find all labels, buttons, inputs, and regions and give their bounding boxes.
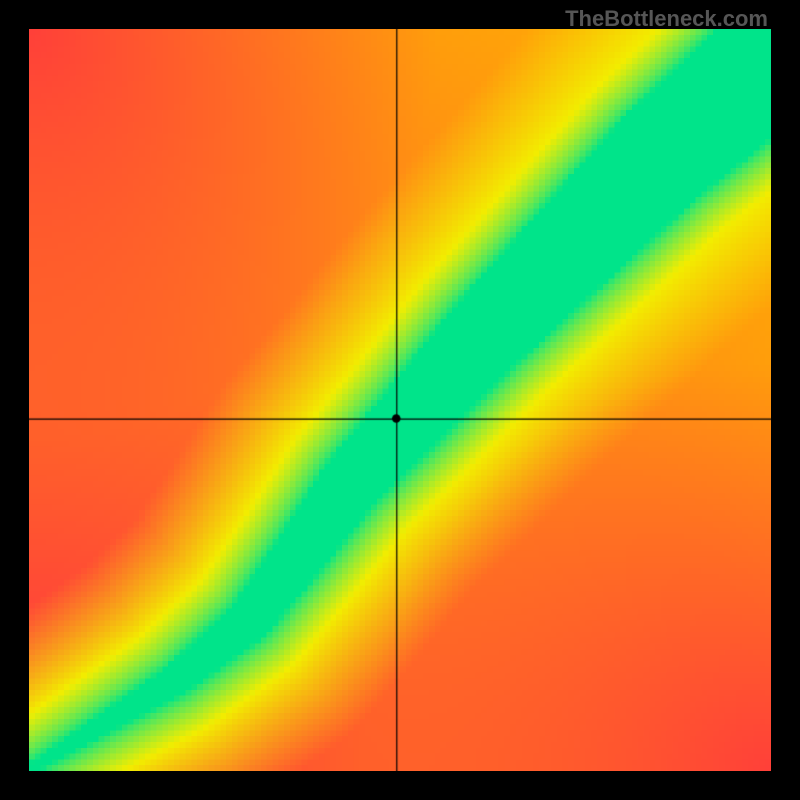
crosshair-overlay <box>29 29 771 771</box>
chart-container: TheBottleneck.com <box>0 0 800 800</box>
